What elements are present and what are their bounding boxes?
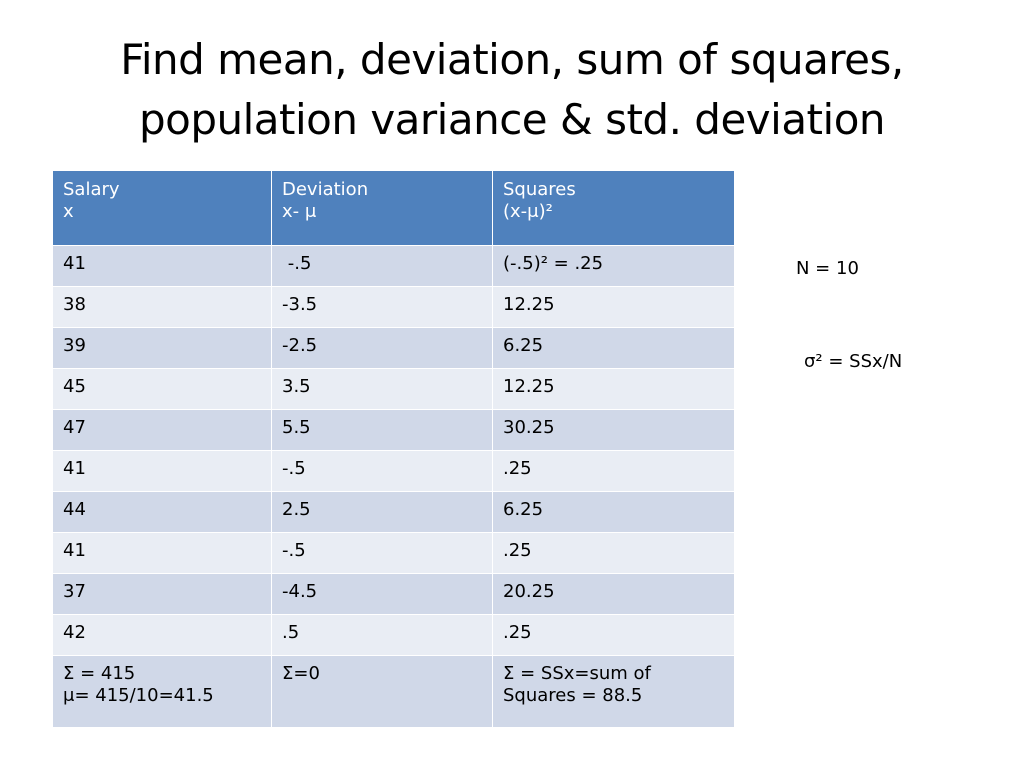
cell-deviation: 3.5 [271,368,493,410]
variance-formula-note: σ² = SSx/N [804,351,903,372]
slide-title: Find mean, deviation, sum of squares, po… [40,30,984,150]
total-deviation: Σ=0 [271,655,493,728]
cell-square: 6.25 [492,491,735,533]
header-salary: Salary x [52,170,272,246]
table-row: 41 -.5 (-.5)² = .25 [52,245,735,287]
cell-salary: 42 [52,614,272,656]
total-salary-mean: μ= 415/10=41.5 [63,685,214,706]
header-squares-formula: (x-μ)² [503,201,553,222]
cell-square: 30.25 [492,409,735,451]
cell-salary: 41 [52,532,272,574]
header-deviation-formula: x- μ [282,201,317,222]
cell-deviation: 2.5 [271,491,493,533]
header-salary-symbol: x [63,201,74,222]
total-deviation-sum: Σ=0 [282,663,320,684]
cell-deviation: -3.5 [271,286,493,328]
cell-square: (-.5)² = .25 [492,245,735,287]
total-squares-line-2: Squares = 88.5 [503,685,643,706]
cell-salary: 44 [52,491,272,533]
salary-table: Salary x Deviation x- μ Squares (x-μ)² 4… [52,170,735,728]
cell-salary: 39 [52,327,272,369]
cell-deviation: .5 [271,614,493,656]
table-row: 42 .5 .25 [52,614,735,656]
table-row: 37 -4.5 20.25 [52,573,735,615]
cell-square: .25 [492,450,735,492]
cell-salary: 37 [52,573,272,615]
cell-square: 6.25 [492,327,735,369]
table-row: 47 5.5 30.25 [52,409,735,451]
title-line-2: population variance & std. deviation [138,95,886,144]
title-line-1: Find mean, deviation, sum of squares, [120,35,904,84]
cell-salary: 47 [52,409,272,451]
table-row: 38 -3.5 12.25 [52,286,735,328]
table-row: 39 -2.5 6.25 [52,327,735,369]
total-squares: Σ = SSx=sum of Squares = 88.5 [492,655,735,728]
total-salary-sum: Σ = 415 [63,663,136,684]
cell-square: 12.25 [492,368,735,410]
total-salary: Σ = 415 μ= 415/10=41.5 [52,655,272,728]
table-row: 41 -.5 .25 [52,450,735,492]
totals-row: Σ = 415 μ= 415/10=41.5 Σ=0 Σ = SSx=sum o… [52,655,735,728]
cell-square: 12.25 [492,286,735,328]
sample-size-note: N = 10 [796,258,859,279]
table-header-row: Salary x Deviation x- μ Squares (x-μ)² [52,170,735,246]
table-row: 41 -.5 .25 [52,532,735,574]
cell-deviation: -2.5 [271,327,493,369]
cell-deviation: 5.5 [271,409,493,451]
cell-deviation: -.5 [271,245,493,287]
cell-square: .25 [492,614,735,656]
cell-salary: 41 [52,245,272,287]
header-squares: Squares (x-μ)² [492,170,735,246]
table-row: 44 2.5 6.25 [52,491,735,533]
cell-deviation: -.5 [271,450,493,492]
header-salary-label: Salary [63,179,120,200]
cell-salary: 41 [52,450,272,492]
cell-deviation: -.5 [271,532,493,574]
cell-salary: 38 [52,286,272,328]
cell-square: .25 [492,532,735,574]
cell-deviation: -4.5 [271,573,493,615]
table-row: 45 3.5 12.25 [52,368,735,410]
total-squares-line-1: Σ = SSx=sum of [503,663,651,684]
cell-square: 20.25 [492,573,735,615]
header-deviation-label: Deviation [282,179,369,200]
cell-salary: 45 [52,368,272,410]
header-squares-label: Squares [503,179,576,200]
header-deviation: Deviation x- μ [271,170,493,246]
